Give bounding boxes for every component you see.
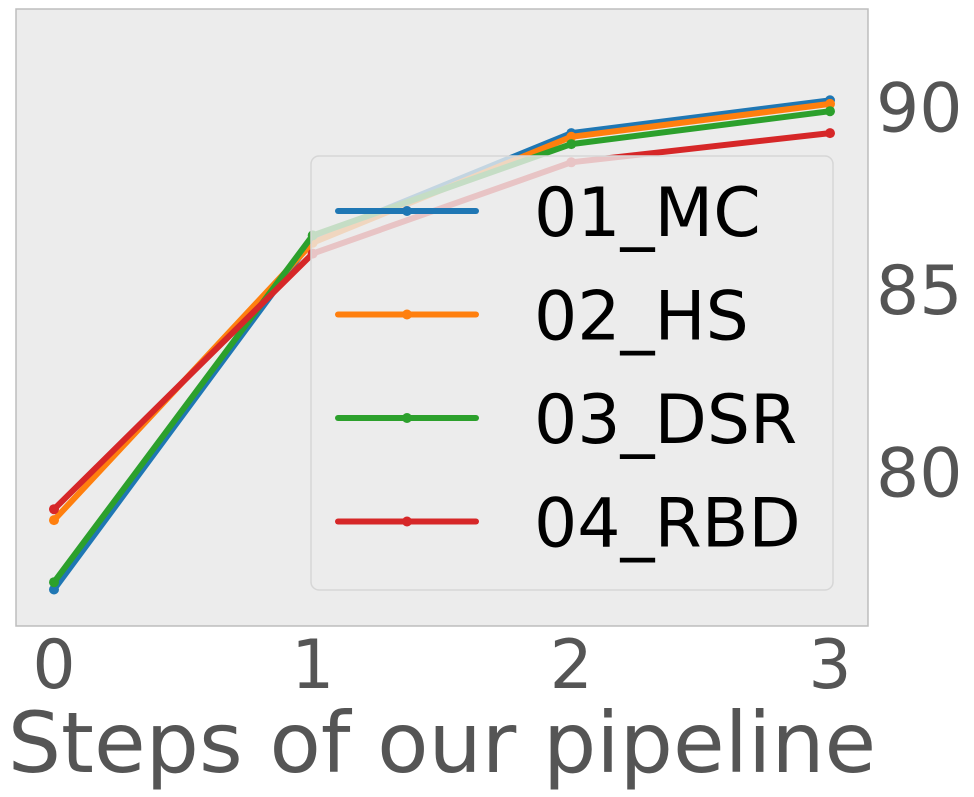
series-3-point-2 — [566, 139, 577, 150]
series-4-point-0 — [49, 504, 59, 515]
y-tick-labels: 80 85 90 — [876, 70, 963, 514]
series-2-point-0 — [49, 515, 59, 526]
x-tick-label: 0 — [32, 626, 75, 705]
legend-marker-2 — [402, 309, 412, 320]
series-4-point-3 — [825, 128, 835, 139]
y-tick-label: 90 — [876, 70, 963, 149]
x-axis-label: Steps of our pipeline — [8, 694, 877, 792]
series-3-point-3 — [825, 106, 835, 117]
series-2-point-3 — [825, 98, 835, 109]
series-2-point-2 — [566, 131, 577, 142]
legend-marker-4 — [402, 516, 412, 527]
legend: 01_MC 02_HS 03_DSR 04_RBD — [310, 155, 834, 591]
legend-label-1: 01_MC — [534, 174, 761, 253]
x-tick-label: 1 — [291, 626, 334, 705]
legend-box — [310, 155, 834, 591]
y-tick-label: 80 — [876, 435, 963, 514]
legend-marker-1 — [402, 206, 412, 216]
y-tick-label: 85 — [876, 252, 963, 331]
legend-label-2: 02_HS — [534, 278, 749, 357]
series-3-point-0 — [49, 577, 59, 588]
legend-marker-3 — [402, 413, 412, 423]
x-tick-label: 2 — [550, 626, 593, 705]
series-1-point-0 — [49, 584, 59, 595]
x-tick-labels: 0 1 2 3 — [32, 626, 851, 705]
x-tick-label: 3 — [808, 626, 851, 705]
legend-label-3: 03_DSR — [534, 381, 797, 460]
legend-label-4: 04_RBD — [534, 485, 801, 564]
